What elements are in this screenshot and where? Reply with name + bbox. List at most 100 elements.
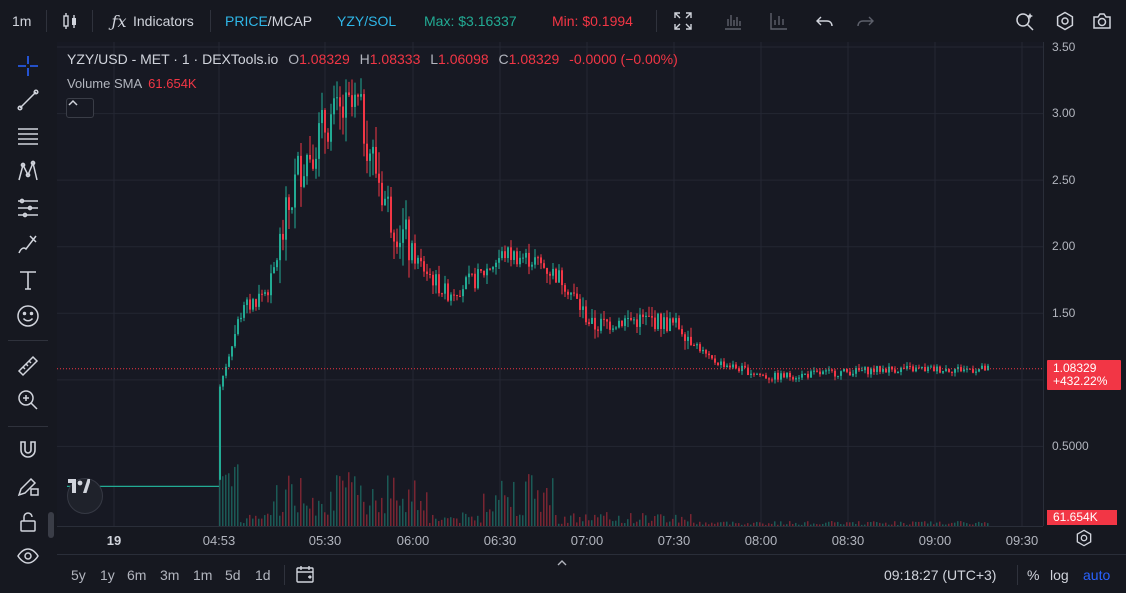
- percent-scale-button[interactable]: %: [1027, 567, 1040, 583]
- candle-body: [411, 243, 413, 261]
- candle-body: [777, 372, 779, 380]
- volume-bar: [252, 518, 254, 526]
- measure-tool[interactable]: [14, 354, 42, 382]
- candle-body: [633, 319, 635, 321]
- candle-body: [723, 361, 725, 367]
- crosshair-icon: [16, 54, 40, 83]
- price-chart[interactable]: YZY/USD - MET · 1 · DEXTools.io O1.08329…: [57, 42, 1043, 526]
- collapse-legend-button[interactable]: [66, 98, 94, 118]
- price-tick: 3.00: [1052, 106, 1076, 120]
- volume-bar: [537, 490, 539, 526]
- pattern-tool[interactable]: [14, 160, 42, 188]
- time-axis[interactable]: 19 04:53 05:30 06:00 06:30 07:00 07:30 0…: [57, 526, 1043, 554]
- redo-button[interactable]: [854, 0, 876, 42]
- chart-settings-button[interactable]: [1054, 0, 1076, 42]
- projection-tool[interactable]: [14, 196, 42, 224]
- indicators-button[interactable]: ƒx Indicators: [108, 0, 194, 42]
- candle-body: [324, 109, 326, 133]
- candle-body: [615, 327, 617, 329]
- stay-drawing-tool[interactable]: [14, 474, 42, 502]
- candle-body: [657, 313, 659, 330]
- screenshot-button[interactable]: [1091, 0, 1113, 42]
- volume-bar: [552, 478, 554, 526]
- time-tick: 04:53: [202, 533, 236, 548]
- text-tool[interactable]: [14, 268, 42, 296]
- undo-button[interactable]: [814, 0, 836, 42]
- date-range-button[interactable]: [295, 564, 315, 587]
- crosshair-tool[interactable]: [14, 54, 42, 82]
- candle-body: [717, 362, 719, 366]
- candle-body: [678, 318, 680, 330]
- volume-bar: [264, 515, 266, 526]
- clock[interactable]: 09:18:27 (UTC+3): [884, 567, 997, 583]
- emoji-tool[interactable]: [14, 304, 42, 332]
- bars-chart-button[interactable]: [722, 0, 744, 42]
- range-3m-button[interactable]: 3m: [160, 567, 180, 583]
- volume-bar: [756, 521, 758, 526]
- candle-body: [729, 365, 731, 368]
- magnet-tool[interactable]: [14, 438, 42, 466]
- range-6m-button[interactable]: 6m: [127, 567, 147, 583]
- volume-bar: [699, 521, 701, 526]
- trend-line-icon: [16, 88, 40, 117]
- interval-button[interactable]: 1m: [12, 0, 31, 42]
- volume-bar: [423, 510, 425, 526]
- volume-bar: [924, 521, 926, 526]
- scroll-to-end-icon[interactable]: [556, 555, 568, 571]
- quick-search-button[interactable]: [1014, 0, 1036, 42]
- volume-bar: [612, 521, 614, 526]
- price-axis[interactable]: 3.50 3.00 2.50 2.00 1.50 0.5000 1.08329 …: [1043, 40, 1126, 526]
- volume-bar: [564, 516, 566, 526]
- volume-label: Volume SMA: [67, 76, 143, 91]
- candle-body: [258, 293, 260, 307]
- range-1m-button[interactable]: 1m: [193, 567, 213, 583]
- volume-bar: [627, 519, 629, 526]
- candle-body: [957, 367, 959, 370]
- candle-body: [576, 293, 578, 299]
- candle-body: [951, 371, 953, 373]
- lock-drawings-tool[interactable]: [14, 510, 42, 538]
- range-1y-button[interactable]: 1y: [100, 567, 115, 583]
- fullscreen-button[interactable]: [672, 0, 694, 42]
- line-chart-button[interactable]: [768, 0, 790, 42]
- volume-bar: [795, 522, 797, 526]
- brush-tool[interactable]: [14, 232, 42, 260]
- volume-bar: [249, 514, 251, 526]
- tradingview-logo[interactable]: [67, 478, 103, 514]
- volume-bar: [495, 495, 497, 526]
- fib-tool[interactable]: [14, 124, 42, 152]
- toolbar-scrollbar[interactable]: [48, 512, 54, 538]
- auto-scale-button[interactable]: auto: [1083, 567, 1111, 583]
- candle-body: [663, 317, 665, 329]
- volume-bar: [855, 523, 857, 526]
- projection-icon: [16, 196, 40, 225]
- candle-body: [642, 314, 644, 317]
- candle-body: [804, 373, 806, 375]
- candle-body: [297, 155, 299, 175]
- volume-bar: [726, 521, 728, 526]
- axis-settings-button[interactable]: [1073, 529, 1095, 551]
- volume-bar: [399, 505, 401, 526]
- pair-toggle[interactable]: YZY/SOL: [337, 0, 396, 42]
- candle-body: [432, 274, 434, 286]
- volume-bar: [498, 499, 500, 526]
- trend-line-tool[interactable]: [14, 88, 42, 116]
- price-mcap-toggle[interactable]: PRICE / MCAP: [225, 0, 312, 42]
- range-5d-button[interactable]: 5d: [225, 567, 241, 583]
- range-1d-button[interactable]: 1d: [255, 567, 271, 583]
- top-toolbar: 1m ƒx Indicators PRICE / MCAP YZY/SOL Max:…: [0, 0, 1126, 42]
- magnet-icon: [16, 438, 40, 467]
- candle-body: [861, 370, 863, 372]
- candle-body: [921, 366, 923, 368]
- candle-body: [480, 269, 482, 271]
- volume-bar: [507, 497, 509, 526]
- candle-body: [243, 305, 245, 318]
- zoom-in-tool[interactable]: [14, 388, 42, 416]
- log-scale-button[interactable]: log: [1050, 567, 1069, 583]
- open-key: O: [288, 51, 300, 67]
- candle-body: [771, 379, 773, 381]
- chart-type-button[interactable]: [59, 0, 81, 42]
- volume-bar: [624, 523, 626, 526]
- hide-drawings-tool[interactable]: [14, 544, 42, 572]
- range-5y-button[interactable]: 5y: [71, 567, 86, 583]
